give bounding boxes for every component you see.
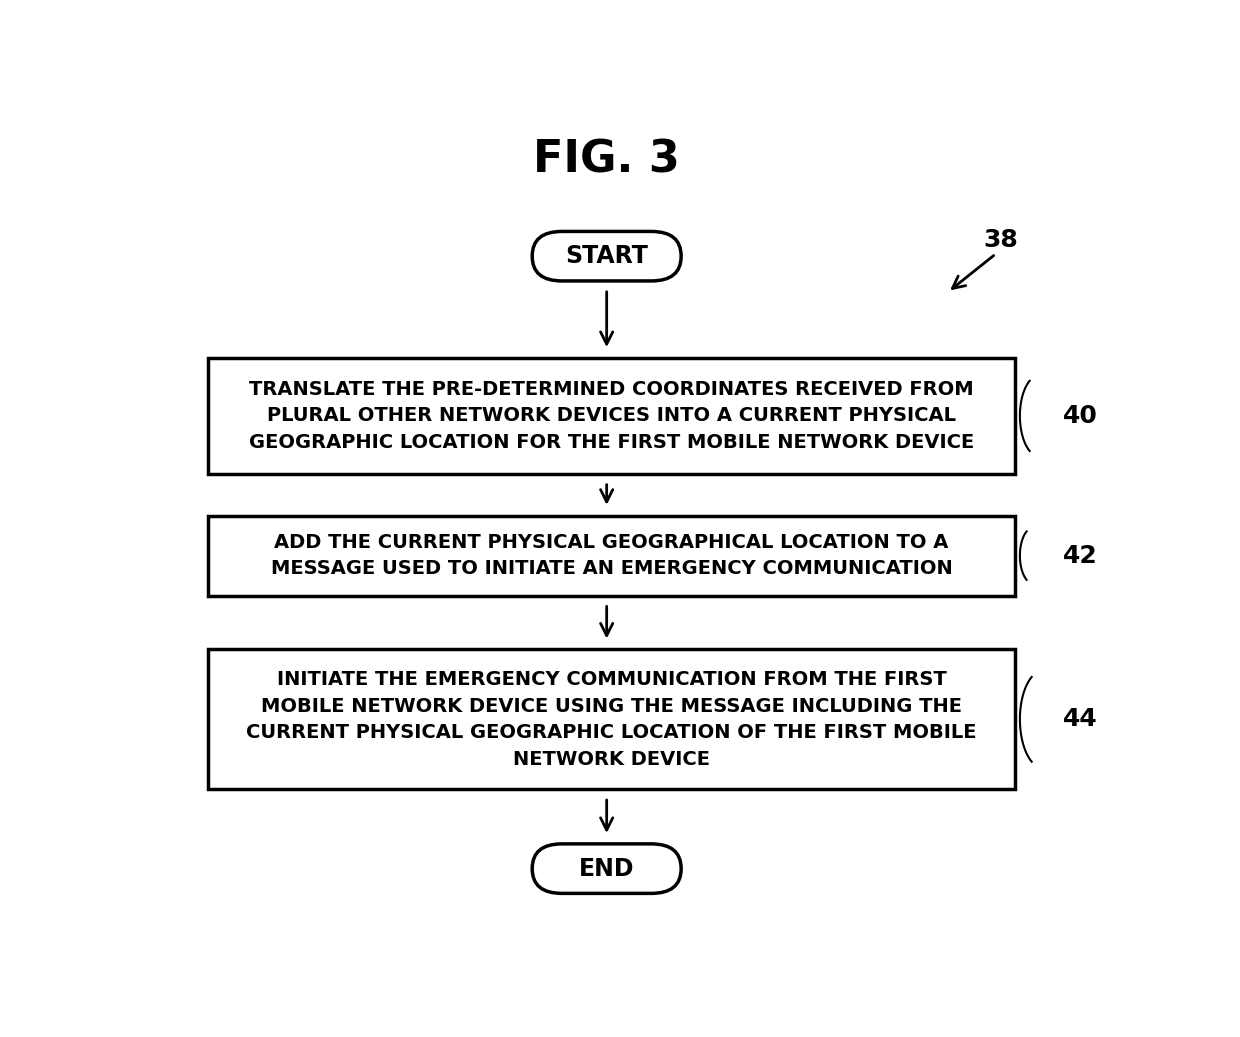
Text: FIG. 3: FIG. 3 (533, 139, 680, 181)
FancyBboxPatch shape (532, 844, 681, 894)
Bar (208, 649, 1016, 789)
Text: END: END (579, 857, 635, 880)
Bar (208, 515, 1016, 595)
Text: ADD THE CURRENT PHYSICAL GEOGRAPHICAL LOCATION TO A
MESSAGE USED TO INITIATE AN : ADD THE CURRENT PHYSICAL GEOGRAPHICAL LO… (270, 533, 952, 579)
Text: 44: 44 (1063, 707, 1097, 731)
Text: INITIATE THE EMERGENCY COMMUNICATION FROM THE FIRST
MOBILE NETWORK DEVICE USING : INITIATE THE EMERGENCY COMMUNICATION FRO… (247, 670, 977, 768)
Text: TRANSLATE THE PRE-DETERMINED COORDINATES RECEIVED FROM
PLURAL OTHER NETWORK DEVI: TRANSLATE THE PRE-DETERMINED COORDINATES… (249, 380, 975, 452)
Bar (208, 358, 1016, 474)
Text: START: START (565, 244, 649, 269)
Text: 42: 42 (1063, 543, 1097, 567)
FancyBboxPatch shape (532, 231, 681, 281)
Text: 38: 38 (983, 228, 1018, 252)
Text: 40: 40 (1063, 403, 1099, 428)
